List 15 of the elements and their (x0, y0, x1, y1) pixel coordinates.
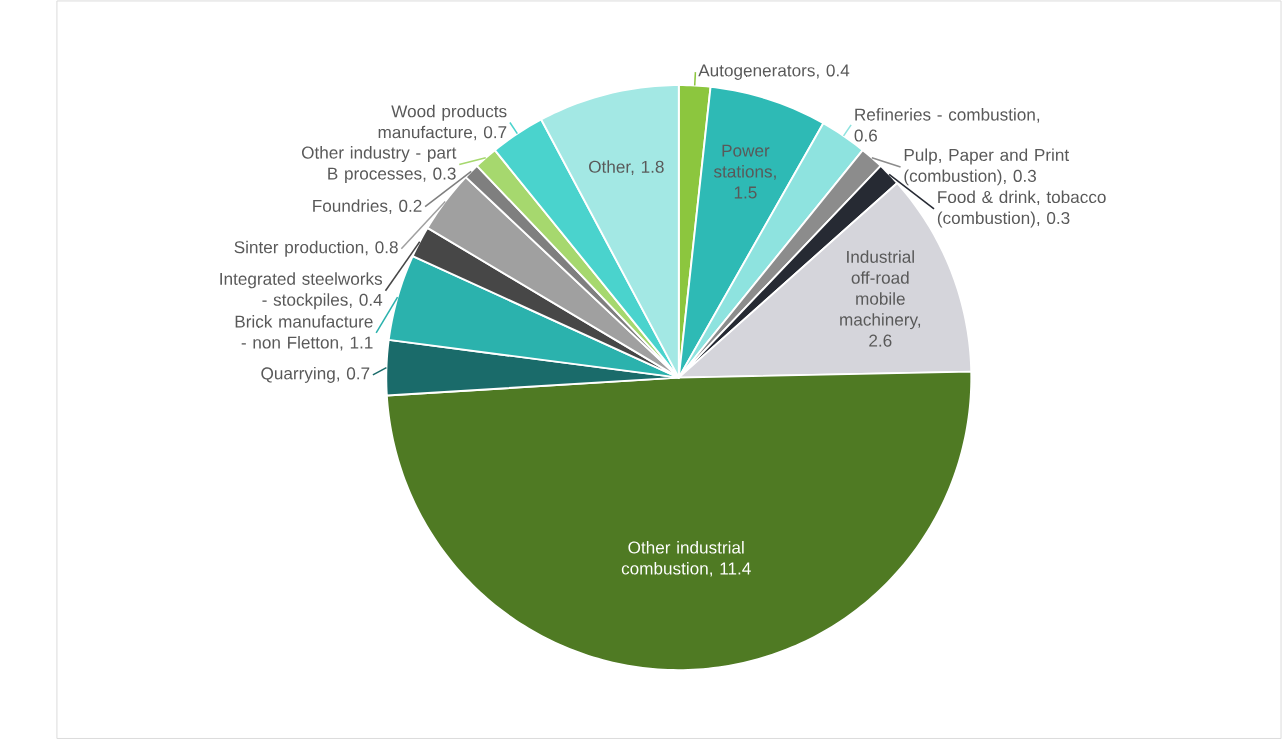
slice-label: Power stations, 1.5 (713, 144, 776, 199)
slice-label: Foundries, 0.2 (313, 199, 422, 214)
slice-label: Quarrying, 0.7 (261, 366, 370, 383)
slice-label: Other industry - part B processes, 0.3 (301, 146, 457, 184)
slice-label: Industrial off-road mobile machinery, 2.6 (840, 250, 921, 347)
slice-label: Other industrial combustion, 11.4 (621, 541, 751, 577)
slice-label: Wood products manufacture, 0.7 (378, 104, 507, 141)
slice-label: Brick manufacture - non Fletton, 1.1 (235, 315, 373, 351)
slice-label: Autogenerators, 0.4 (698, 64, 850, 80)
slice-label: Refineries - combustion, 0.6 (854, 108, 1040, 142)
slice-label: Food & drink, tobacco (combustion), 0.3 (937, 190, 1106, 228)
slice-label: Integrated steelworks - stockpiles, 0.4 (220, 272, 383, 310)
slice-label: Pulp, Paper and Print (combustion), 0.3 (904, 148, 1070, 186)
slice-label: Other, 1.8 (589, 160, 664, 175)
slice-label: Sinter production, 0.8 (234, 240, 398, 257)
